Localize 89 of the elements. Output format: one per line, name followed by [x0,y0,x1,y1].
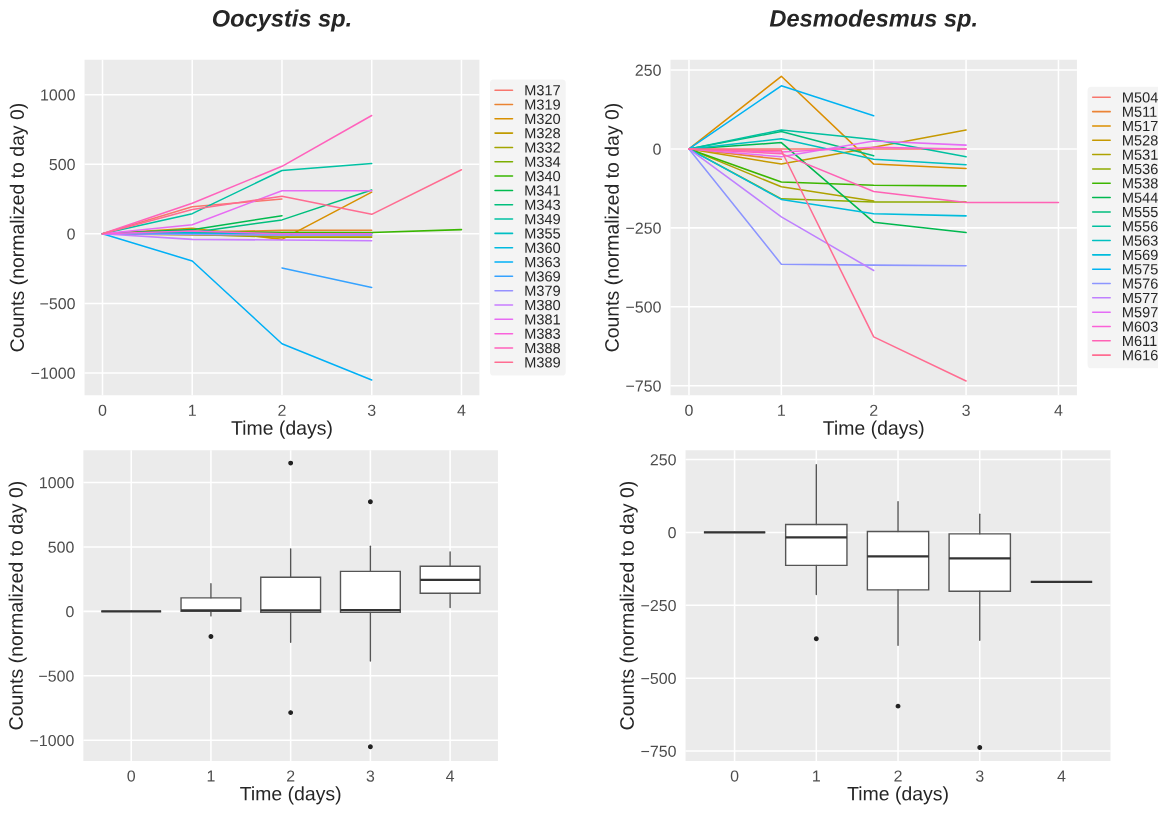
legend-label: M317 [525,85,560,96]
y-tick-label: 1000 [41,89,75,101]
x-tick-label: 3 [975,770,984,782]
x-tick-label: 3 [366,770,375,782]
legend-label: M544 [1123,192,1158,203]
x-tick-label: 1 [813,770,820,782]
legend-label: M343 [525,199,561,210]
y-axis-title: Counts (normalized to day 0) [9,103,28,352]
legend-label: M531 [1123,149,1158,160]
legend-label: M360 [525,242,561,253]
y-axis-title: Counts (normalized to day 0) [604,103,623,352]
y-tick-label: 500 [49,158,75,171]
legend-label: M369 [525,271,560,282]
legend-label: M528 [1123,135,1158,146]
y-tick-label: −750 [641,745,676,757]
legend-label: M380 [525,299,561,311]
y-tick-label: −1000 [30,734,74,747]
x-tick-label: 1 [207,770,215,782]
legend-label: M577 [1123,292,1158,304]
y-tick-label: 250 [635,64,661,76]
y-tick-label: 500 [48,541,74,553]
y-tick-label: −500 [40,298,75,310]
legend-label: M536 [1123,163,1158,175]
y-tick-label: 0 [66,606,74,618]
y-axis-title: Counts (normalized to day 0) [8,481,27,730]
x-tick-label: 4 [1057,770,1066,782]
x-tick-label: 4 [446,770,455,782]
x-tick-label: 1 [189,404,196,416]
y-tick-label: −500 [39,670,74,682]
x-axis-title: Time (days) [231,420,332,439]
legend-label: M334 [525,156,561,168]
legend-label: M556 [1123,221,1158,232]
x-tick-label: 3 [962,404,970,416]
legend-label: M569 [1123,249,1158,261]
legend-label: M388 [525,342,561,354]
x-tick-label: 0 [127,770,136,782]
y-tick-label: 0 [67,228,75,240]
x-tick-label: 2 [894,770,902,782]
y-axis-title: Counts (normalized to day 0) [619,481,638,730]
y-tick-label: 1000 [40,477,74,489]
legend-label: M320 [525,113,561,125]
legend-label: M389 [525,357,560,368]
x-axis-title: Time (days) [847,786,948,805]
legend-label: M379 [525,285,560,296]
legend-label: M563 [1123,235,1158,246]
legend-label: M319 [525,99,560,110]
legend-label: M555 [1123,206,1158,218]
legend-label: M340 [525,171,561,182]
x-tick-label: 0 [98,404,107,416]
x-axis-title: Time (days) [823,420,924,439]
legend-label: M538 [1123,178,1158,189]
y-tick-label: −500 [641,672,676,685]
x-tick-label: 2 [278,404,286,416]
y-tick-label: 0 [653,143,661,155]
x-tick-label: 3 [367,404,376,416]
legend-label: M616 [1123,350,1158,361]
legend-label: M576 [1123,278,1158,289]
y-tick-label: −500 [626,301,661,313]
legend-label: M611 [1123,335,1157,347]
x-tick-label: 4 [1054,404,1063,416]
y-tick-label: −1000 [31,367,75,379]
legend-label: M511 [1123,106,1157,117]
legend-label: M517 [1123,121,1158,132]
legend-label: M381 [525,314,560,325]
y-tick-label: −250 [641,599,676,612]
x-tick-label: 0 [730,770,739,782]
legend-label: M575 [1123,264,1158,275]
legend-label: M504 [1123,92,1158,103]
legend-label: M328 [525,128,561,139]
chart-title: Oocystis sp. [212,9,351,32]
y-tick-label: −250 [626,222,661,234]
x-tick-label: 2 [287,770,295,782]
y-tick-label: 0 [668,527,676,539]
legend-label: M597 [1123,307,1158,318]
x-tick-label: 4 [457,404,466,416]
x-tick-label: 0 [685,404,693,416]
x-tick-label: 2 [870,404,878,416]
legend-label: M383 [525,328,561,339]
legend-label: M349 [525,213,560,225]
x-tick-label: 1 [778,404,785,416]
legend-label: M341 [525,185,560,196]
chart-title: Desmodesmus sp. [769,9,977,32]
legend-label: M603 [1123,321,1158,332]
y-tick-label: −750 [626,380,661,392]
legend-label: M355 [525,228,561,239]
x-axis-title: Time (days) [240,786,341,805]
legend-label: M332 [525,142,560,153]
y-tick-label: 250 [650,454,676,466]
legend-label: M363 [525,256,561,268]
